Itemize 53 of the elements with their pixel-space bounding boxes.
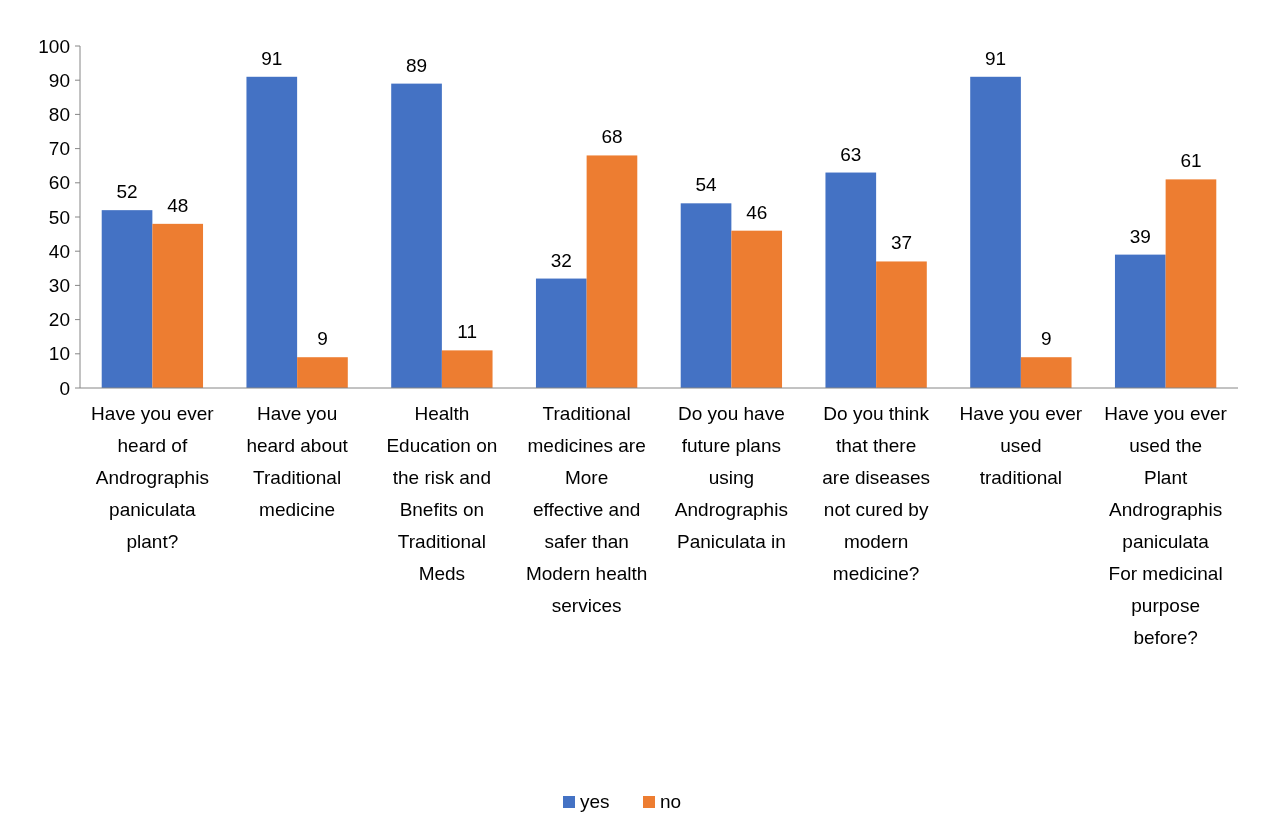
bar [441,350,493,388]
y-tick-label: 30 [48,275,70,297]
data-label: 91 [261,47,283,69]
x-tick-label: Have you ever used traditional [959,403,1083,488]
bar [101,210,153,388]
x-tick-label: Traditional medicines are More effective and safer than Modern health services [525,403,648,616]
data-label: 89 [405,54,428,76]
data-label: 46 [746,201,768,223]
legend-label: no [660,791,682,812]
y-tick-label: 20 [48,309,70,331]
data-label: 63 [840,143,862,165]
bar [731,230,783,388]
legend-label: yes [580,791,610,812]
data-label: 9 [1040,328,1052,350]
bar [1020,357,1072,388]
y-tick-label: 40 [48,240,70,262]
y-tick-label: 10 [48,343,70,365]
bar [876,261,927,388]
bar [535,278,587,388]
x-tick-label: Have you ever used the Plant Andrographis paniculata For medicinal purpose before? [1104,403,1228,648]
bar [825,172,877,388]
bar [297,357,348,388]
y-tick-label: 70 [48,138,70,160]
y-tick-label: 90 [48,69,70,91]
bar [391,83,442,388]
data-label: 91 [984,47,1007,69]
y-tick-label: 80 [48,104,70,126]
y-tick-label: 100 [38,35,70,57]
bar [586,155,638,388]
data-label: 52 [116,181,138,203]
data-label: 37 [890,232,913,254]
x-tick-label: Have you heard about Traditional medicine [246,403,349,520]
bar [680,203,732,388]
y-tick-label: 50 [48,206,70,228]
bar [152,223,204,388]
bar [970,76,1021,388]
data-label: 68 [601,126,623,148]
data-label: 39 [1129,225,1151,247]
x-tick-label: Do you have future plans using Andrographis Paniculata in [674,403,788,552]
y-tick-label: 0 [59,377,70,399]
bar [246,76,298,388]
data-label: 32 [550,249,572,271]
data-label: 9 [317,328,328,350]
bar [1114,254,1166,388]
x-tick-label: Do you think that there are diseases not cured by modern medicine? [822,403,930,584]
data-label: 61 [1180,150,1202,172]
x-tick-label: Health Education on the risk and Bnefits on Traditional Meds [386,403,498,584]
data-label: 48 [167,194,189,216]
bar [1165,179,1217,388]
x-tick-label: Have you ever heard of Andrographis paniculata plant? [91,403,215,552]
data-label: 11 [457,321,478,343]
y-tick-label: 60 [48,172,70,194]
data-label: 54 [695,174,718,196]
